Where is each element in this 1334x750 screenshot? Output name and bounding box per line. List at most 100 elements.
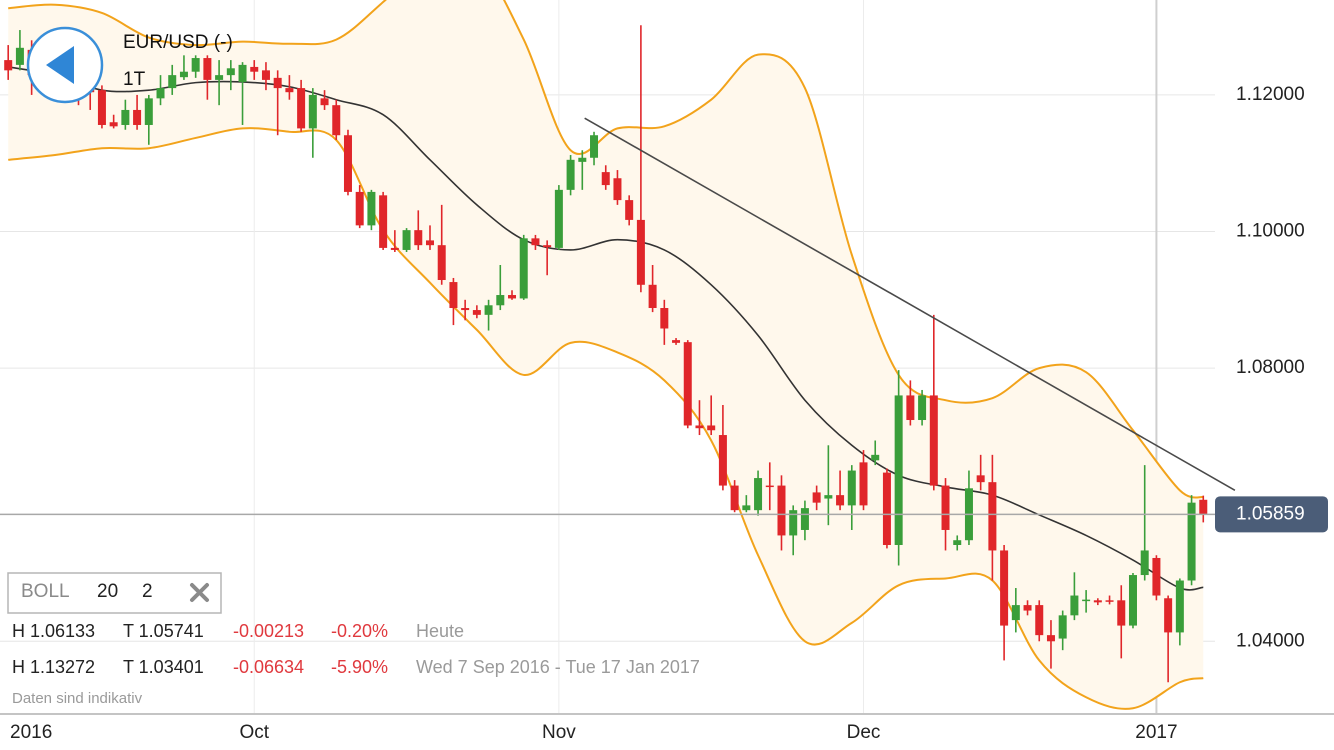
indicator-box-frame[interactable] <box>7 572 222 614</box>
candle-body <box>1011 605 1020 621</box>
info-low: T 1.05741 <box>123 621 204 641</box>
candle-body <box>718 435 727 486</box>
back-button[interactable] <box>26 26 104 104</box>
candle-body <box>343 135 352 192</box>
last-price-label: 1.05859 <box>1236 503 1305 524</box>
candle-body <box>250 66 259 72</box>
candle-body <box>660 308 669 329</box>
candle-body <box>730 485 739 511</box>
candle-body <box>144 98 153 125</box>
y-tick-label: 1.04000 <box>1236 630 1305 651</box>
candle-body <box>461 308 470 311</box>
candle-body <box>800 508 809 530</box>
indicator-name: BOLL <box>21 581 70 602</box>
overlay-lines: 1.05859 <box>0 117 1328 533</box>
candle-body <box>765 485 774 488</box>
candle-body <box>859 462 868 506</box>
remove-indicator-icon[interactable] <box>190 583 209 602</box>
candle-body <box>578 157 587 162</box>
candle-body <box>906 395 915 421</box>
candle-body <box>308 94 317 129</box>
candle-body <box>976 475 985 483</box>
candle-body <box>449 282 458 309</box>
candle-body <box>1082 599 1091 602</box>
candle-body <box>297 88 306 129</box>
y-tick-label: 1.08000 <box>1236 357 1305 378</box>
candle-body <box>812 492 821 503</box>
candle-body <box>156 88 165 99</box>
instrument-label: EUR/USD (-) <box>123 32 233 53</box>
x-tick-label: Nov <box>542 722 576 743</box>
indicator-period: 20 <box>97 581 118 602</box>
candle-body <box>1164 598 1173 633</box>
indicator-deviation: 2 <box>142 581 153 602</box>
candle-body <box>1105 600 1114 602</box>
band-fill <box>8 0 1204 709</box>
info-change: -0.06634 <box>233 657 304 677</box>
y-tick-label: 1.10000 <box>1236 221 1305 242</box>
info-change-percent: -0.20% <box>331 621 388 641</box>
candle-body <box>1152 557 1161 596</box>
candle-body <box>15 47 24 65</box>
candle-body <box>789 510 798 536</box>
candle-body <box>1187 502 1196 581</box>
info-high: H 1.06133 <box>12 621 95 641</box>
info-period: Wed 7 Sep 2016 - Tue 17 Jan 2017 <box>416 657 700 677</box>
candle-body <box>1199 499 1208 515</box>
axes: 1.04000 1.08000 1.10000 1.12000 2016 Oct Nov De… <box>0 84 1334 743</box>
back-arrow[interactable] <box>46 46 74 84</box>
candle-body <box>882 472 891 545</box>
x-tick-label: 2017 <box>1135 722 1177 743</box>
candle-body <box>285 88 294 93</box>
candle-body <box>683 342 692 426</box>
candle-body <box>4 60 13 71</box>
candle-body <box>1117 600 1126 626</box>
candle-body <box>414 230 423 246</box>
candle-body <box>133 109 142 125</box>
candle-body <box>367 191 376 226</box>
candle-body <box>1093 600 1102 603</box>
candle-body <box>191 58 200 72</box>
candle-body <box>238 64 247 82</box>
info-period: Heute <box>416 621 464 641</box>
candle-body <box>261 70 270 80</box>
last-price-box <box>1215 496 1328 533</box>
candle-body <box>894 395 903 545</box>
candle-body <box>648 284 657 309</box>
candle-body <box>1128 575 1137 626</box>
info-high: H 1.13272 <box>12 657 95 677</box>
timeframe-label[interactable]: 1T <box>123 69 146 90</box>
trendline <box>584 117 1236 492</box>
candle-body <box>168 75 177 89</box>
candle-body <box>1046 635 1055 642</box>
candle-body <box>554 189 563 248</box>
indicator-box[interactable]: BOLL 20 2 <box>7 572 222 614</box>
candle-body <box>121 109 130 125</box>
candle-body <box>97 90 106 125</box>
candle-body <box>496 295 505 306</box>
candle-body <box>437 245 446 281</box>
candle-body <box>320 98 329 106</box>
x-tick-label: 2016 <box>10 722 52 743</box>
candle-body <box>707 425 716 431</box>
x-tick-label: Dec <box>847 722 881 743</box>
candle-body <box>484 305 493 315</box>
info-low: T 1.03401 <box>123 657 204 677</box>
candle-body <box>601 172 610 186</box>
candle-body <box>836 495 845 506</box>
candle-body <box>109 122 118 127</box>
info-change-percent: -5.90% <box>331 657 388 677</box>
candle-body <box>273 77 282 89</box>
candle-body <box>508 295 517 299</box>
candle-body <box>203 58 212 80</box>
candle-body <box>777 485 786 536</box>
candle-body <box>332 105 341 136</box>
candle-body <box>425 240 434 246</box>
candle-body <box>953 540 962 545</box>
info-change: -0.00213 <box>233 621 304 641</box>
candle-body <box>613 178 622 201</box>
info-rows: H 1.06133 T 1.05741 -0.00213 -0.20% Heut… <box>12 621 700 707</box>
candle-body <box>472 310 481 315</box>
